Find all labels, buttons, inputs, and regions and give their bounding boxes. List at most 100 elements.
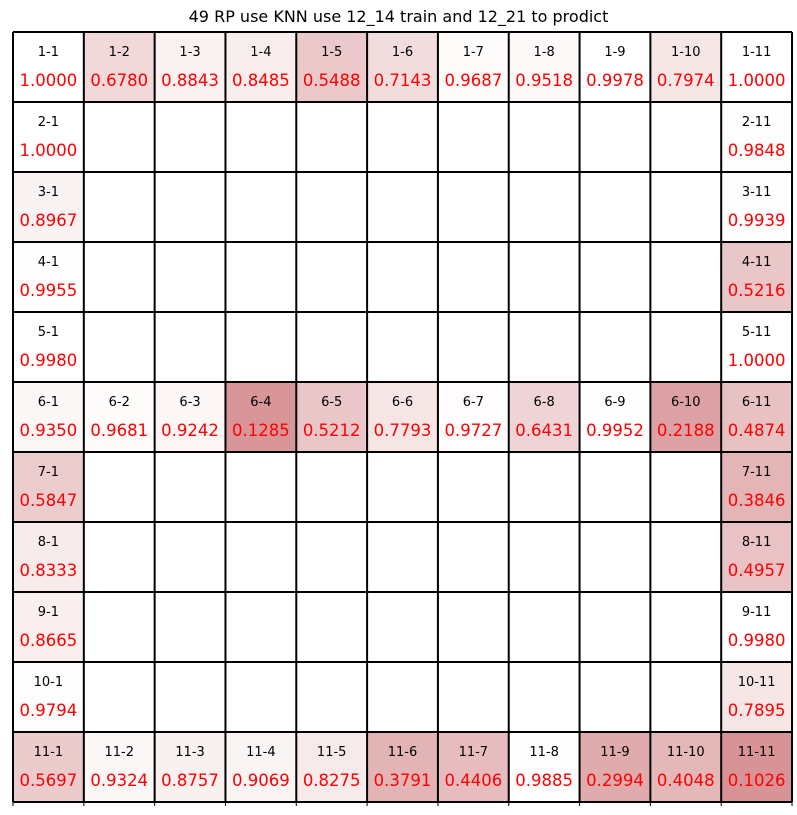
chart-title: 49 RP use KNN use 12_14 train and 12_21 … — [188, 7, 609, 26]
cell-label: 11-3 — [175, 745, 205, 760]
cell-value: 0.9324 — [90, 771, 148, 790]
cell-fill — [650, 32, 722, 102]
cell-label: 1-7 — [463, 45, 484, 60]
heatmap-cell: 6-4 0.1285 — [225, 382, 297, 452]
cell-value: 0.4957 — [728, 561, 786, 580]
cell-value: 0.9727 — [444, 421, 502, 440]
cell-value: 0.5847 — [20, 491, 78, 510]
cell-label: 10-11 — [738, 675, 776, 690]
cell-label: 1-5 — [321, 45, 342, 60]
cell-label: 11-5 — [317, 745, 347, 760]
cell-label: 1-8 — [534, 45, 555, 60]
cell-value: 0.9939 — [728, 211, 786, 230]
cell-fill — [154, 32, 226, 102]
heatmap-cell: 3-1 0.8967 — [13, 172, 84, 242]
cell-fill — [508, 382, 580, 452]
cell-label: 11-4 — [246, 745, 276, 760]
heatmap-cell: 6-6 0.7793 — [367, 382, 438, 452]
cell-label: 11-11 — [738, 745, 776, 760]
heatmap-cell: 5-11 1.0000 — [721, 312, 793, 382]
heatmap-cell: 11-4 0.9069 — [225, 732, 297, 802]
cell-fill — [367, 732, 438, 802]
heatmap-cell: 6-7 0.9727 — [437, 382, 509, 452]
cell-value: 0.3791 — [374, 771, 432, 790]
cell-fill — [13, 172, 84, 242]
cell-label: 6-1 — [38, 395, 59, 410]
cell-label: 11-6 — [388, 745, 418, 760]
cell-fill — [721, 102, 793, 172]
heatmap-cell: 1-1 1.0000 — [13, 32, 84, 102]
heatmap-cell: 9-1 0.8665 — [13, 592, 84, 662]
cell-fill — [296, 732, 368, 802]
cell-label: 3-1 — [38, 185, 59, 200]
cell-value: 0.9687 — [444, 71, 502, 90]
cell-value: 0.5697 — [20, 771, 78, 790]
cell-value: 0.2188 — [657, 421, 715, 440]
cell-fill — [83, 32, 155, 102]
cell-fill — [367, 32, 438, 102]
cell-value: 0.7974 — [657, 71, 715, 90]
cell-label: 6-9 — [604, 395, 625, 410]
cell-fill — [13, 732, 84, 802]
cell-fill — [721, 452, 793, 522]
heatmap-cell: 1-4 0.8485 — [225, 32, 297, 102]
heatmap-cell: 1-8 0.9518 — [508, 32, 580, 102]
cell-label: 6-5 — [321, 395, 342, 410]
heatmap-cell: 1-3 0.8843 — [154, 32, 226, 102]
cell-value: 0.5216 — [728, 281, 786, 300]
cell-label: 5-11 — [742, 325, 772, 340]
cell-label: 10-1 — [34, 675, 64, 690]
cell-label: 6-7 — [463, 395, 484, 410]
heatmap-cell: 2-11 0.9848 — [721, 102, 793, 172]
cell-value: 0.3846 — [728, 491, 786, 510]
cell-fill — [437, 732, 509, 802]
heatmap-cell: 10-1 0.9794 — [13, 662, 84, 732]
cell-value: 0.9518 — [515, 71, 573, 90]
heatmap-cell: 11-5 0.8275 — [296, 732, 368, 802]
heatmap-cell: 6-11 0.4874 — [721, 382, 793, 452]
cell-label: 6-3 — [179, 395, 200, 410]
cell-fill — [721, 732, 793, 802]
cell-label: 6-6 — [392, 395, 413, 410]
cell-fill — [296, 32, 368, 102]
heatmap-cell: 6-5 0.5212 — [296, 382, 368, 452]
heatmap-cell: 11-1 0.5697 — [13, 732, 84, 802]
cell-label: 1-4 — [250, 45, 271, 60]
cell-label: 8-1 — [38, 535, 59, 550]
heatmap-cell: 6-1 0.9350 — [13, 382, 84, 452]
cell-value: 0.7143 — [374, 71, 432, 90]
cell-label: 6-8 — [534, 395, 555, 410]
cell-value: 0.9955 — [20, 281, 78, 300]
cells-layer: 1-1 1.0000 1-2 0.6780 1-3 0.8843 1-4 0.8485 1-5 0… — [13, 32, 793, 802]
cell-value: 0.1285 — [232, 421, 290, 440]
heatmap-cell: 1-6 0.7143 — [367, 32, 438, 102]
cell-label: 9-1 — [38, 605, 59, 620]
cell-fill — [437, 382, 509, 452]
cell-fill — [721, 662, 793, 732]
heatmap-cell: 6-2 0.9681 — [83, 382, 155, 452]
cell-fill — [154, 732, 226, 802]
cell-label: 11-7 — [459, 745, 489, 760]
heatmap-cell: 1-10 0.7974 — [650, 32, 722, 102]
cell-label: 1-6 — [392, 45, 413, 60]
grid-lines — [12, 31, 794, 806]
cell-label: 6-10 — [671, 395, 701, 410]
heatmap-cell: 6-3 0.9242 — [154, 382, 226, 452]
cell-label: 6-2 — [109, 395, 130, 410]
cell-fill — [154, 382, 226, 452]
heatmap-cell: 8-11 0.4957 — [721, 522, 793, 592]
heatmap-cell: 11-11 0.1026 — [721, 732, 793, 802]
cell-fill — [13, 592, 84, 662]
heatmap-cell: 11-2 0.9324 — [83, 732, 155, 802]
cell-value: 0.9978 — [586, 71, 644, 90]
cell-label: 7-11 — [742, 465, 772, 480]
cell-value: 1.0000 — [728, 71, 786, 90]
cell-fill — [579, 32, 651, 102]
cell-fill — [296, 382, 368, 452]
heatmap-cell: 1-11 1.0000 — [721, 32, 793, 102]
cell-fill — [13, 102, 84, 172]
cell-value: 1.0000 — [728, 351, 786, 370]
cell-label: 11-9 — [600, 745, 630, 760]
cell-fill — [650, 732, 722, 802]
cell-value: 0.9350 — [20, 421, 78, 440]
